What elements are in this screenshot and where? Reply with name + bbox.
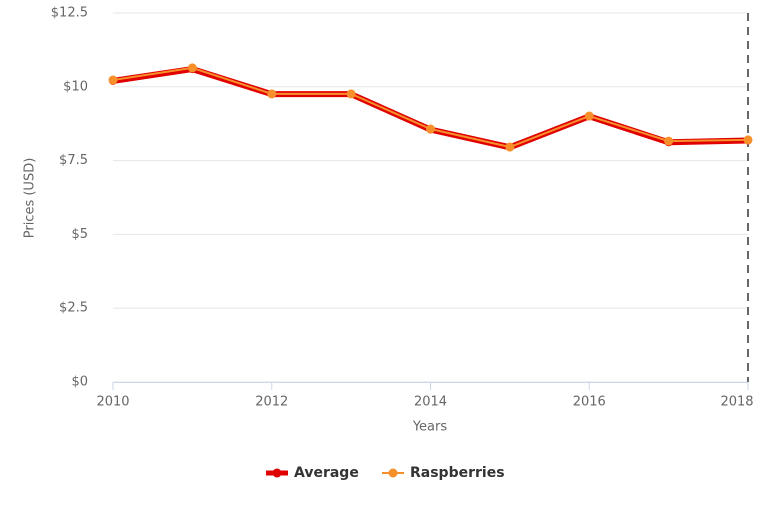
legend-marker xyxy=(272,468,282,478)
y-tick-label: $10 xyxy=(63,79,88,94)
x-tick-label: 2012 xyxy=(255,395,288,410)
y-axis-label: Prices (USD) xyxy=(23,158,38,239)
x-tick-label: 2018 xyxy=(720,395,753,410)
x-tick-label: 2010 xyxy=(96,395,129,410)
point xyxy=(187,63,197,73)
point xyxy=(426,124,435,134)
x-tick-label: 2016 xyxy=(573,395,606,410)
y-tick-label: $12.5 xyxy=(51,6,88,21)
point xyxy=(267,89,277,99)
point xyxy=(664,136,674,146)
point xyxy=(108,75,118,85)
point xyxy=(346,89,356,99)
point xyxy=(743,135,753,145)
point xyxy=(584,111,594,121)
point xyxy=(505,142,515,152)
legend-text: Average xyxy=(294,465,359,481)
y-tick-label: $2.5 xyxy=(59,301,88,316)
x-tick-label: 2014 xyxy=(414,395,447,410)
x-axis-label: Years xyxy=(412,420,448,435)
y-tick-label: $0 xyxy=(71,375,88,390)
series-line xyxy=(112,66,749,149)
legend-marker xyxy=(388,468,398,478)
y-tick-label: $5 xyxy=(71,227,88,242)
y-tick-label: $7.5 xyxy=(59,153,88,168)
legend-text: Raspberries xyxy=(410,465,505,481)
